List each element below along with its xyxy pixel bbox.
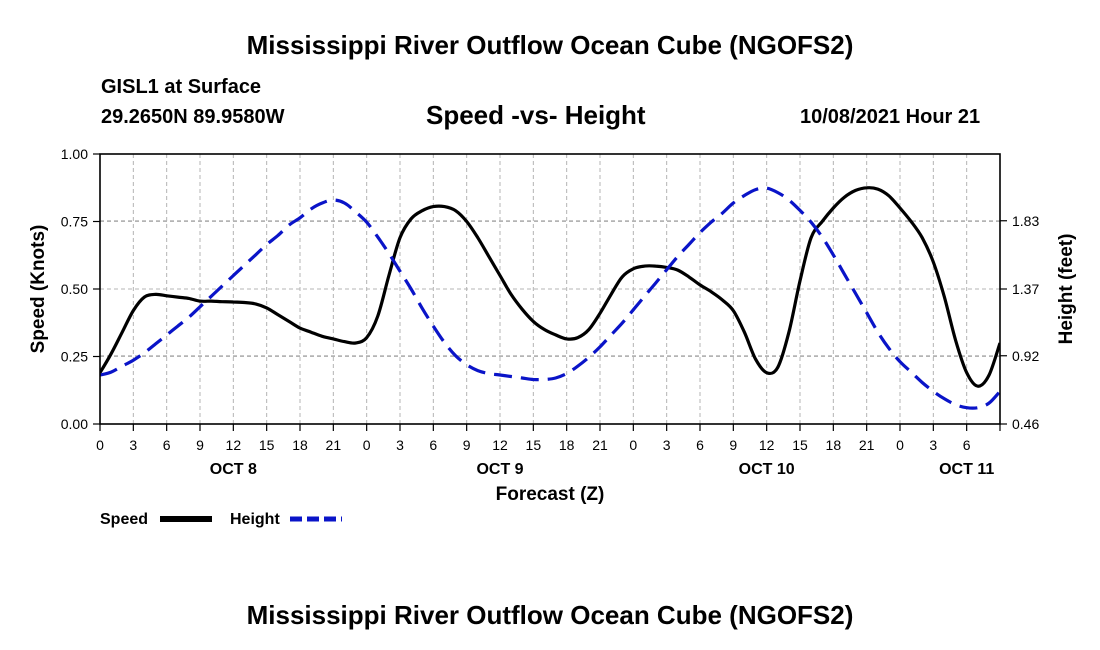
y-tick-label: 0.75 [61,214,88,230]
legend-speed-label: Speed [100,511,148,528]
x-tick-label: 3 [663,437,671,453]
x-tick-label: 12 [492,437,508,453]
legend: Speed Height [100,511,342,528]
x-tick-label: 9 [196,437,204,453]
speed-series-line [100,186,1000,388]
day-label: OCT 10 [739,461,795,478]
y2-tick-label: 1.83 [1012,213,1039,229]
station-coords: 29.2650N 89.9580W [101,106,285,128]
y2-tick-label: 0.46 [1012,416,1039,432]
x-tick-label: 6 [963,437,971,453]
chart-subtitle: Speed -vs- Height [426,100,646,130]
day-label: OCT 8 [210,461,257,478]
y2-tick-label: 0.92 [1012,348,1039,364]
day-label: OCT 9 [476,461,523,478]
x-axis-title: Forecast (Z) [496,484,605,505]
x-tick-label: 18 [826,437,842,453]
x-tick-label: 15 [526,437,542,453]
x-tick-label: 0 [629,437,637,453]
y-tick-label: 1.00 [61,146,88,162]
x-tick-label: 18 [559,437,575,453]
x-tick-label: 12 [226,437,242,453]
x-tick-label: 21 [592,437,608,453]
x-tick-label: 12 [759,437,775,453]
y-tick-label: 0.00 [61,416,88,432]
y-tick-label: 0.50 [61,281,88,297]
x-tick-label: 21 [859,437,875,453]
x-tick-label: 0 [896,437,904,453]
x-tick-label: 0 [363,437,371,453]
chart-title: Mississippi River Outflow Ocean Cube (NG… [246,30,854,60]
legend-height-label: Height [230,511,280,528]
x-tick-label: 3 [396,437,404,453]
x-tick-label: 15 [792,437,808,453]
x-tick-label: 9 [729,437,737,453]
x-tick-label: 21 [326,437,342,453]
x-tick-label: 9 [463,437,471,453]
x-tick-label: 6 [163,437,171,453]
x-tick-label: 6 [696,437,704,453]
x-tick-label: 0 [96,437,104,453]
series-lines [100,186,1000,410]
x-tick-label: 6 [429,437,437,453]
y2-axis-title: Height (feet) [1056,234,1077,345]
height-series-line [100,186,1000,410]
forecast-datetime: 10/08/2021 Hour 21 [800,106,981,128]
x-tick-label: 15 [259,437,275,453]
footer-title: Mississippi River Outflow Ocean Cube (NG… [246,600,854,630]
y2-tick-label: 1.37 [1012,281,1039,297]
x-tick-label: 18 [292,437,308,453]
day-label: OCT 11 [939,461,994,478]
axes: 0 3 6 9 12 15 18 21 0 3 6 9 12 15 18 21 0 3 6 9 12 15 18 21 0 3 6 0… [28,146,1077,505]
x-tick-label: 3 [129,437,137,453]
station-name: GISL1 at Surface [101,76,262,98]
y-tick-label: 0.25 [61,349,88,365]
x-tick-label: 3 [929,437,937,453]
y-axis-title: Speed (Knots) [28,225,49,354]
grid-lines [100,154,1000,424]
